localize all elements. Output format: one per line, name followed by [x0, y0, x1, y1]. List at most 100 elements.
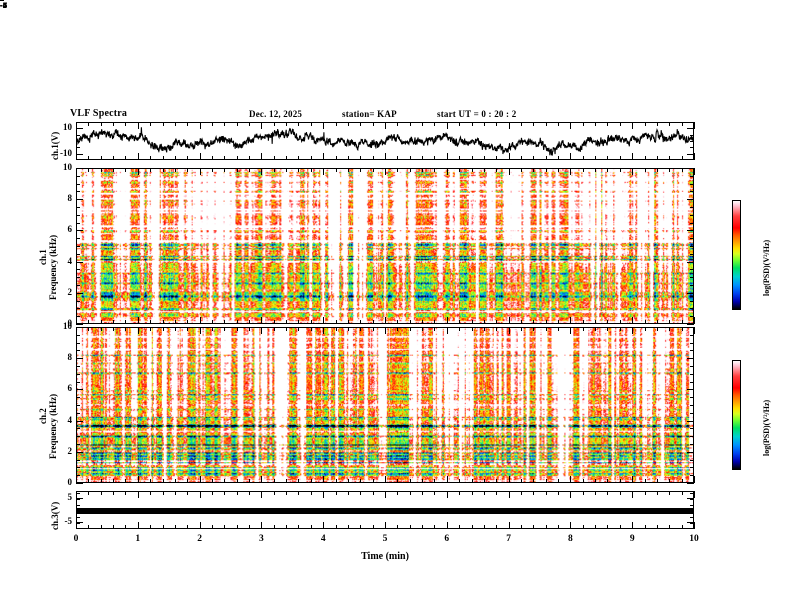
x-minor-tick-top-p2-8-1: [582, 327, 584, 331]
x-minor-tick-top-p1-1-2: [162, 168, 164, 172]
x-minor-tick-top-p0-2-3: [236, 122, 238, 126]
x-minor-tick-bottom-p2-2-2: [224, 479, 226, 483]
x-minor-tick-top-p1-6-4: [496, 168, 498, 172]
y-minor-tick-left-p3--0.5: [76, 511, 80, 513]
colorbar-ch2: [732, 360, 741, 470]
x-minor-tick-bottom-p3-1-3: [174, 525, 176, 529]
x-minor-tick-top-p3-7-1: [520, 491, 522, 495]
x-major-tick-bottom-p2-5: [385, 476, 386, 483]
x-major-tick-top-p3-5: [385, 491, 386, 498]
x-minor-tick-top-p2-4-3: [360, 327, 362, 331]
y-minor-tick-left-p2-5.5: [76, 397, 80, 399]
x-major-tick-top-p2-0: [76, 327, 77, 334]
x-minor-tick-top-p0-0-2: [100, 122, 102, 126]
x-minor-tick-bottom-p2-0-4: [125, 479, 127, 483]
x-minor-tick-top-p2-7-1: [520, 327, 522, 331]
y-minor-tick-right-p2-3.5: [690, 428, 694, 430]
x-minor-tick-top-p2-0-2: [100, 327, 102, 331]
x-minor-tick-top-p2-5-4: [434, 327, 436, 331]
x-minor-tick-bottom-p3-0-1: [88, 525, 90, 529]
x-major-tick-top-p3-2: [199, 491, 201, 498]
x-minor-tick-top-p1-5-1: [397, 168, 399, 172]
x-minor-tick-bottom-p2-8-2: [595, 479, 597, 483]
y-minor-tick-right-p2-1.0: [690, 467, 694, 469]
x-minor-tick-bottom-p3-5-3: [422, 525, 424, 529]
y-major-tick-left-p3-1: [76, 521, 83, 523]
x-minor-tick-bottom-p1-2-2: [224, 320, 226, 324]
x-minor-tick-top-p3-1-4: [187, 491, 189, 495]
x-minor-tick-top-p3-6-2: [471, 491, 473, 495]
x-minor-tick-top-p3-5-2: [409, 491, 411, 495]
x-minor-tick-bottom-p1-0-4: [125, 320, 127, 324]
y-major-tick-left-p2-2: [76, 420, 83, 422]
x-minor-tick-top-p3-5-1: [397, 491, 399, 495]
x-minor-tick-top-p0-3-2: [286, 122, 288, 126]
x-major-tick-top-p1-9: [632, 168, 634, 175]
x-minor-tick-top-p0-7-1: [520, 122, 522, 126]
x-minor-tick-top-p2-9-3: [669, 327, 671, 331]
x-major-tick-bottom-p3-2: [199, 522, 201, 529]
x-major-tick-bottom-p2-8: [570, 476, 572, 483]
x-minor-tick-bottom-p3-3-3: [298, 525, 300, 529]
x-minor-tick-top-p1-9-4: [681, 168, 683, 172]
x-minor-tick-bottom-p0-0-3: [113, 156, 115, 160]
x-minor-tick-top-p0-8-1: [582, 122, 584, 126]
y-major-tick-right-p3-1: [687, 521, 694, 523]
x-axis-tick-label-10: 10: [689, 534, 699, 544]
y-minor-tick-right-p0-0.0: [690, 141, 694, 142]
x-minor-tick-top-p3-6-1: [459, 491, 461, 495]
x-minor-tick-bottom-p2-5-1: [397, 479, 399, 483]
x-minor-tick-bottom-p2-1-4: [187, 479, 189, 483]
x-minor-tick-bottom-p2-8-3: [607, 479, 609, 483]
x-minor-tick-bottom-p3-5-4: [434, 525, 436, 529]
x-minor-tick-bottom-p0-0-1: [88, 156, 90, 160]
x-minor-tick-top-p3-3-4: [310, 491, 312, 495]
x-minor-tick-bottom-p0-4-4: [372, 156, 374, 160]
x-minor-tick-top-p1-7-1: [520, 168, 522, 172]
x-minor-tick-top-p3-5-4: [434, 491, 436, 495]
x-major-tick-bottom-p2-3: [261, 476, 263, 483]
x-minor-tick-bottom-p3-7-3: [545, 525, 547, 529]
x-minor-tick-bottom-p1-6-4: [496, 320, 498, 324]
x-minor-tick-top-p1-8-2: [595, 168, 597, 172]
y-minor-tick-left-p1-1.0: [76, 308, 80, 310]
x-minor-tick-bottom-p2-8-1: [582, 479, 584, 483]
x-minor-tick-bottom-p2-1-3: [174, 479, 176, 483]
x-minor-tick-bottom-p3-6-4: [496, 525, 498, 529]
x-minor-tick-top-p1-5-2: [409, 168, 411, 172]
x-minor-tick-top-p3-6-3: [483, 491, 485, 495]
x-minor-tick-top-p0-4-2: [347, 122, 349, 126]
y-minor-tick-left-p1-7.5: [76, 207, 80, 208]
colorbar-0-tick-label-3: -6: [0, 0, 8, 10]
y-minor-tick-left-p1-9.5: [76, 175, 80, 177]
x-minor-tick-bottom-p0-9-2: [656, 156, 658, 160]
x-minor-tick-bottom-p0-5-2: [409, 156, 411, 160]
x-minor-tick-bottom-p1-8-1: [582, 320, 584, 324]
colorbar-ch2-label: log(PSD)(V²/Hz): [762, 399, 771, 456]
colorbar-1-tick-4: [0, 0, 4, 1]
x-minor-tick-bottom-p2-6-1: [459, 479, 461, 483]
x-minor-tick-bottom-p0-4-2: [347, 156, 349, 160]
y-minor-tick-right-p3--0.5: [690, 511, 694, 513]
x-major-tick-top-p2-3: [261, 327, 263, 334]
x-minor-tick-bottom-p3-5-2: [409, 525, 411, 529]
x-major-tick-bottom-p2-6: [446, 476, 448, 483]
y-major-tick-right-p1-3: [687, 230, 694, 232]
x-minor-tick-bottom-p1-8-2: [595, 320, 597, 324]
x-major-tick-bottom-p3-0: [76, 522, 77, 529]
x-minor-tick-top-p0-1-3: [174, 122, 176, 126]
x-minor-tick-top-p3-4-3: [360, 491, 362, 495]
x-minor-tick-bottom-p1-2-4: [249, 320, 251, 324]
x-minor-tick-top-p0-2-2: [224, 122, 226, 126]
y-minor-tick-right-p0-5.0: [690, 134, 694, 136]
x-minor-tick-bottom-p0-1-2: [162, 156, 164, 160]
x-minor-tick-bottom-p0-3-2: [286, 156, 288, 160]
x-major-tick-top-p0-2: [199, 122, 201, 129]
x-minor-tick-top-p1-4-3: [360, 168, 362, 172]
x-major-tick-bottom-p3-1: [137, 522, 139, 529]
x-minor-tick-bottom-p3-6-2: [471, 525, 473, 529]
x-minor-tick-top-p0-9-3: [669, 122, 671, 126]
y-minor-tick-right-p1-2.5: [690, 285, 694, 286]
y-minor-tick-left-p1-3.5: [76, 269, 80, 271]
x-minor-tick-top-p2-6-4: [496, 327, 498, 331]
